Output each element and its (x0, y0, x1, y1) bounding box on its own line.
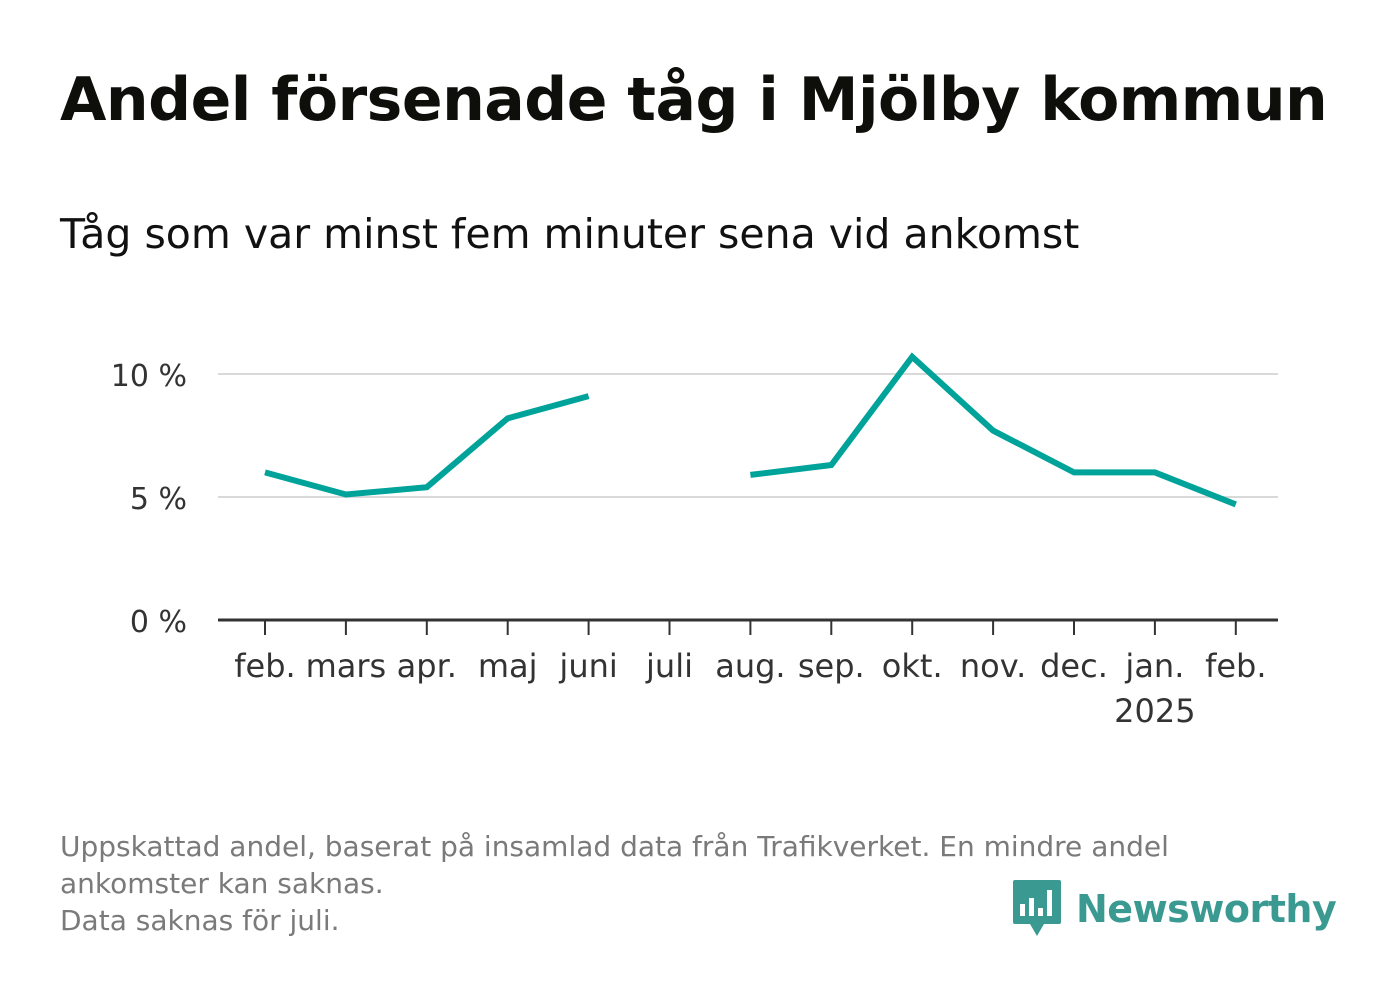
x-tick-label: apr. (397, 647, 457, 685)
y-tick-label: 5 % (130, 482, 187, 517)
x-tick-label: juli (645, 647, 693, 685)
x-tick-label: feb. (234, 647, 295, 685)
x-tick-label: juni (558, 647, 617, 685)
x-tick-label: feb. (1205, 647, 1266, 685)
brand-name: Newsworthy (1076, 887, 1337, 931)
x-tick-label: jan. (1124, 647, 1184, 685)
x-tick-label: aug. (715, 647, 785, 685)
x-tick-label: sep. (798, 647, 865, 685)
x-tick-sublabel: 2025 (1114, 692, 1195, 730)
x-tick-label: dec. (1040, 647, 1108, 685)
footnote-line-2: ankomster kan saknas. (60, 867, 384, 900)
brand-logo: Newsworthy (1012, 878, 1337, 940)
x-tick-label: okt. (882, 647, 943, 685)
y-tick-label: 0 % (130, 605, 187, 640)
chart-subtitle: Tåg som var minst fem minuter sena vid a… (60, 210, 1080, 258)
y-tick-label: 10 % (111, 359, 187, 394)
bar-chart-speech-bubble-icon (1013, 880, 1061, 936)
chart-title: Andel försenade tåg i Mjölby kommun (60, 65, 1328, 135)
series-line-segment (750, 352, 1237, 508)
x-tick-label: maj (478, 647, 538, 685)
x-axis (218, 618, 1278, 635)
x-tick-label: nov. (960, 647, 1026, 685)
series-line-segment (264, 393, 590, 498)
y-axis-tick-labels: 0 % 5 % 10 % (111, 359, 187, 640)
footnote-line-1: Uppskattad andel, baserat på insamlad da… (60, 830, 1169, 863)
x-axis-tick-labels: feb. mars apr. maj juni juli aug. sep. okt. nov. d… (234, 647, 1266, 730)
line-chart: 0 % 5 % 10 % feb. mars apr. maj juni juli aug. se… (111, 352, 1278, 730)
footnote-line-3: Data saknas för juli. (60, 904, 340, 937)
gridlines (218, 373, 1278, 498)
footnote: Uppskattad andel, baserat på insamlad da… (60, 828, 1320, 939)
x-tick-label: mars (306, 647, 387, 685)
data-series (264, 352, 1237, 508)
